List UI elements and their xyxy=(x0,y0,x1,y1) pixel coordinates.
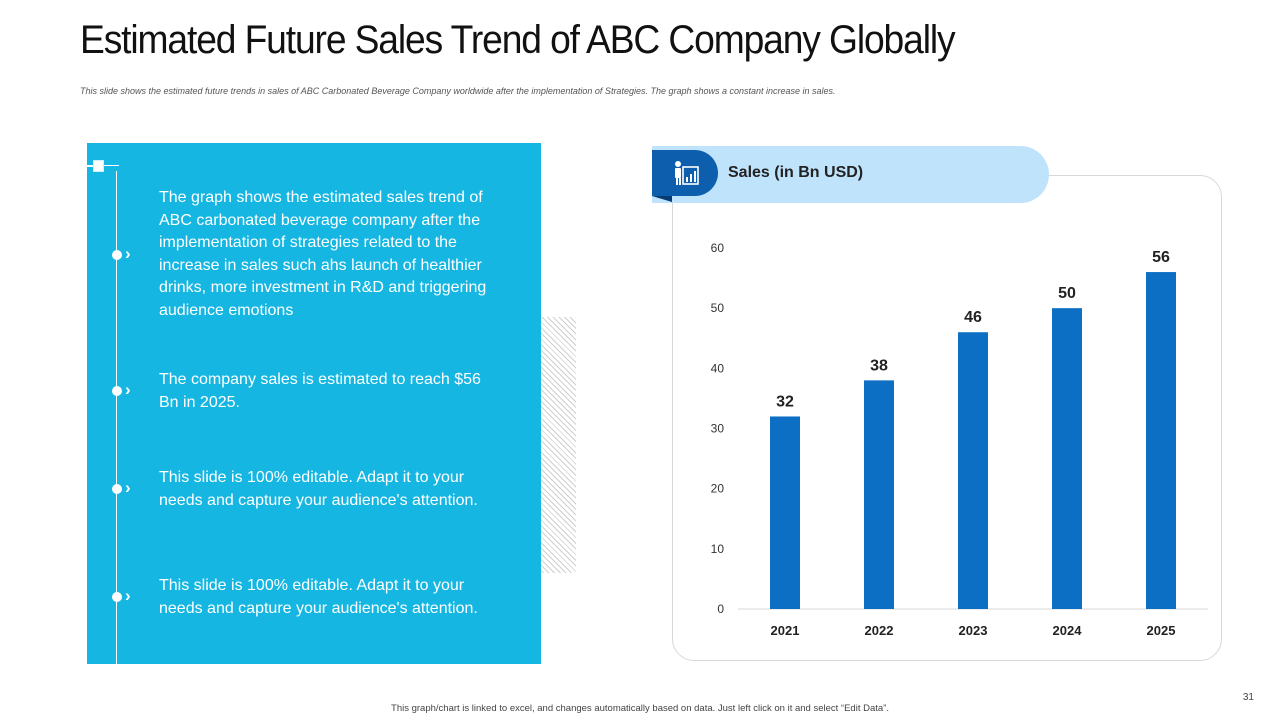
chart-header-badge xyxy=(652,150,718,196)
data-label-2023: 46 xyxy=(964,309,982,326)
bullet-arrow-icon: › xyxy=(111,380,143,399)
panel-point-1: The graph shows the estimated sales tren… xyxy=(159,189,487,319)
bullet-arrow-icon: › xyxy=(111,478,143,497)
page-number: 31 xyxy=(1242,692,1254,703)
bar-2021 xyxy=(770,416,800,609)
bullet-arrow-icon: › xyxy=(111,586,143,605)
data-label-2024: 50 xyxy=(1058,285,1076,302)
chart-header-fold xyxy=(652,196,672,202)
x-tick-label: 2023 xyxy=(959,623,988,638)
info-panel: › The graph shows the estimated sales tr… xyxy=(87,143,541,664)
sales-bar-chart: 0 10 20 30 40 50 60 32 2021 38 2022 46 2023 50 2024 56 2… xyxy=(711,241,1208,638)
data-label-2022: 38 xyxy=(870,357,888,374)
timeline-line xyxy=(116,171,117,664)
data-label-2021: 32 xyxy=(776,393,794,410)
chart-header-pill xyxy=(652,146,1049,203)
x-tick-label: 2024 xyxy=(1053,623,1083,638)
x-tick-label: 2025 xyxy=(1147,623,1176,638)
slide-subtitle: This slide shows the estimated future tr… xyxy=(80,86,836,96)
connector-icon xyxy=(87,160,119,172)
footer-note: This graph/chart is linked to excel, and… xyxy=(391,703,889,714)
bar-2024 xyxy=(1052,308,1082,609)
bullet-arrow-icon: › xyxy=(111,244,143,263)
y-tick-label: 40 xyxy=(711,361,725,375)
x-tick-label: 2021 xyxy=(771,623,800,638)
y-tick-label: 60 xyxy=(711,241,725,255)
bar-2023 xyxy=(958,332,988,609)
y-tick-label: 10 xyxy=(711,542,725,556)
data-label-2025: 56 xyxy=(1152,249,1170,266)
slide-title: Estimated Future Sales Trend of ABC Comp… xyxy=(80,18,956,62)
panel-point-2: The company sales is estimated to reach … xyxy=(159,371,481,411)
y-tick-label: 20 xyxy=(711,482,725,496)
panel-point-3: This slide is 100% editable. Adapt it to… xyxy=(159,469,478,509)
x-tick-label: 2022 xyxy=(865,623,894,638)
chart-container xyxy=(672,175,1222,661)
chart-title: Sales (in Bn USD) xyxy=(728,164,864,181)
y-tick-label: 0 xyxy=(717,602,724,616)
bar-2025 xyxy=(1146,272,1176,609)
bar-2022 xyxy=(864,380,894,609)
y-tick-label: 50 xyxy=(711,301,725,315)
panel-point-4: This slide is 100% editable. Adapt it to… xyxy=(159,577,478,617)
presenter-chart-icon xyxy=(675,161,699,185)
y-tick-label: 30 xyxy=(711,422,725,436)
